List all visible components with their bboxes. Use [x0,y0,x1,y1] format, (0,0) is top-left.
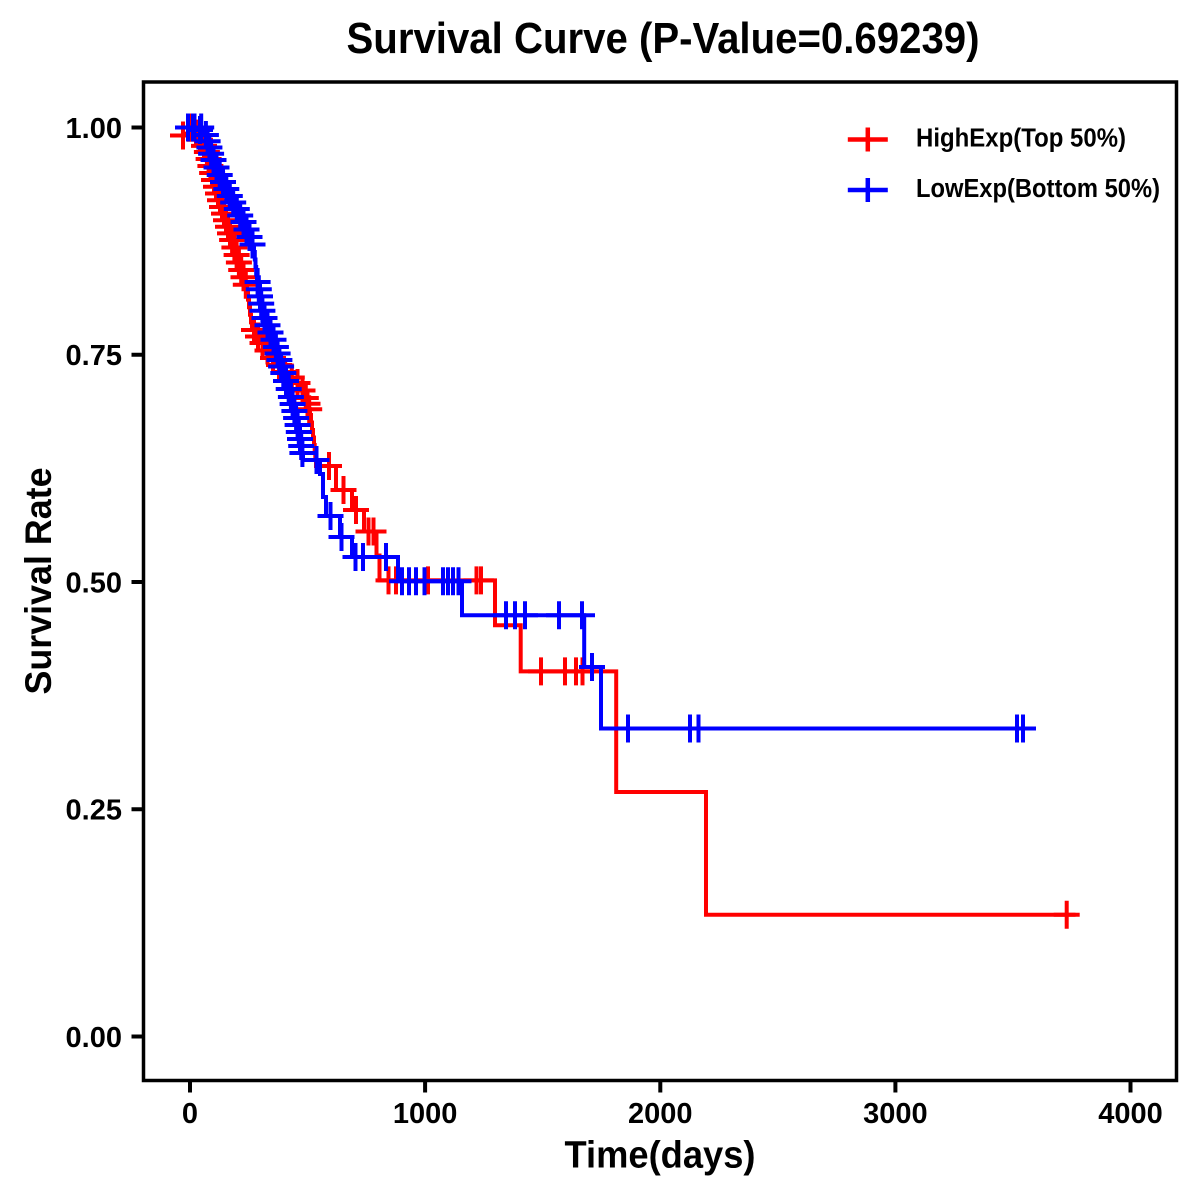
svg-text:4000: 4000 [1098,1098,1163,1130]
svg-text:Survival Rate: Survival Rate [18,468,59,695]
svg-text:1000: 1000 [393,1098,458,1130]
svg-text:0.75: 0.75 [66,340,122,372]
svg-text:LowExp(Bottom 50%): LowExp(Bottom 50%) [916,175,1160,203]
svg-text:HighExp(Top 50%): HighExp(Top 50%) [916,125,1126,153]
svg-text:0: 0 [182,1098,198,1130]
svg-text:Survival Curve (P-Value=0.6923: Survival Curve (P-Value=0.69239) [347,14,980,63]
svg-text:0.00: 0.00 [66,1022,122,1054]
svg-text:3000: 3000 [863,1098,928,1130]
svg-text:2000: 2000 [628,1098,693,1130]
svg-text:0.50: 0.50 [66,567,122,599]
svg-text:1.00: 1.00 [66,113,122,145]
svg-text:0.25: 0.25 [66,795,122,827]
svg-text:Time(days): Time(days) [565,1135,756,1177]
